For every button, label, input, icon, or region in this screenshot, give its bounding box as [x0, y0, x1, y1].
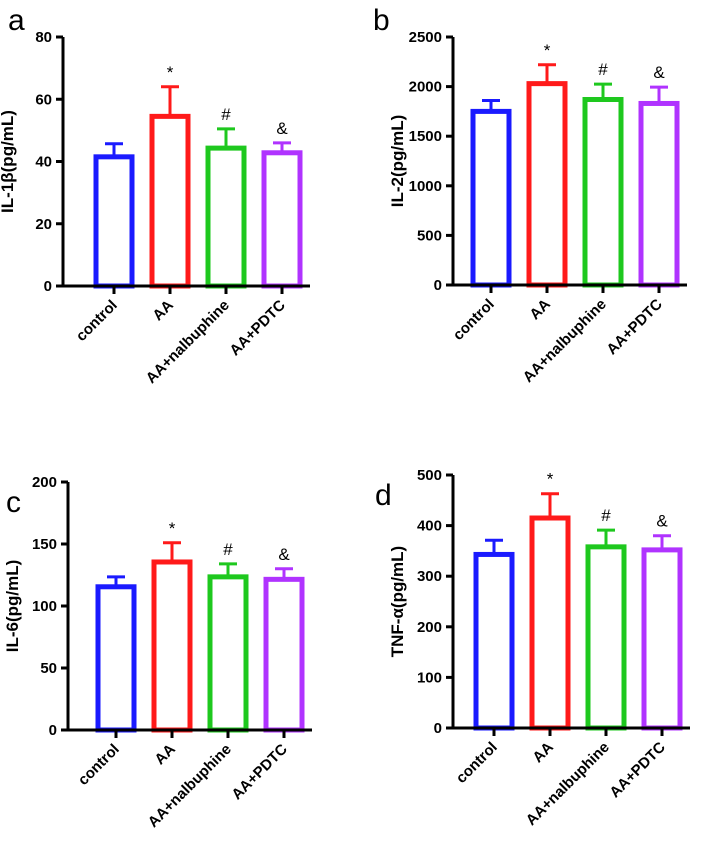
x-tick-label: AA — [151, 741, 178, 768]
significance-mark: & — [656, 512, 668, 531]
y-tick-label: 0 — [434, 720, 442, 737]
y-tick-label: 0 — [434, 277, 442, 294]
y-tick-label: 80 — [35, 29, 52, 46]
y-tick-label: 20 — [35, 216, 52, 233]
y-axis-label: IL-2(pg/mL) — [388, 115, 407, 208]
x-tick-label: AA+PDTC — [226, 297, 289, 360]
y-tick-label: 2000 — [409, 79, 442, 96]
x-tick-label: control — [75, 741, 123, 789]
significance-mark: & — [278, 545, 290, 564]
significance-mark: & — [276, 119, 288, 138]
y-tick-label: 300 — [417, 568, 442, 585]
y-tick-label: 400 — [417, 518, 442, 535]
y-axis-label: IL-1β(pg/mL) — [0, 110, 17, 213]
y-tick-label: 500 — [417, 227, 442, 244]
significance-mark: # — [223, 540, 233, 559]
bar-aa — [529, 515, 571, 731]
y-tick-label: 200 — [417, 619, 442, 636]
y-tick-label: 150 — [32, 536, 57, 553]
bar-aa-nalbuphine — [585, 544, 627, 731]
y-tick-label: 1000 — [409, 178, 442, 195]
bar-control — [473, 551, 515, 731]
significance-mark: # — [221, 105, 231, 124]
panel-letter: b — [373, 4, 390, 37]
panel-letter: c — [6, 486, 21, 519]
y-tick-label: 40 — [35, 154, 52, 171]
significance-mark: # — [601, 506, 611, 525]
significance-mark: # — [598, 60, 608, 79]
y-tick-label: 500 — [417, 467, 442, 484]
significance-mark: * — [169, 519, 176, 538]
x-tick-label: control — [450, 296, 498, 344]
bar-aa — [149, 113, 191, 289]
bar-aa-nalbuphine — [207, 574, 249, 733]
x-tick-label: AA — [149, 297, 176, 324]
x-tick-label: AA — [526, 296, 553, 323]
x-tick-label: AA+PDTC — [606, 739, 669, 802]
bar-aa-pdtc — [261, 150, 303, 289]
y-tick-label: 100 — [32, 598, 57, 615]
y-axis-label: TNF-α(pg/mL) — [388, 546, 407, 657]
bar-aa-nalbuphine — [205, 145, 247, 289]
y-tick-label: 60 — [35, 91, 52, 108]
y-tick-label: 50 — [40, 660, 57, 677]
significance-mark: & — [653, 63, 665, 82]
x-tick-label: AA+PDTC — [603, 296, 666, 359]
y-tick-label: 100 — [417, 669, 442, 686]
bar-aa — [151, 559, 193, 733]
y-tick-label: 0 — [44, 278, 52, 295]
significance-mark: * — [547, 470, 554, 489]
x-tick-label: AA — [529, 739, 556, 766]
y-axis-label: IL-6(pg/mL) — [3, 560, 22, 653]
panel-letter: a — [8, 4, 25, 37]
x-tick-label: control — [73, 297, 121, 345]
bar-aa-pdtc — [263, 576, 305, 733]
bar-aa-nalbuphine — [582, 96, 624, 288]
significance-mark: * — [167, 63, 174, 82]
x-tick-label: AA+PDTC — [228, 741, 291, 804]
y-tick-label: 1500 — [409, 128, 442, 145]
x-tick-label: control — [453, 739, 501, 787]
bar-control — [95, 584, 137, 733]
bar-aa — [526, 81, 568, 288]
bar-aa-pdtc — [638, 100, 680, 288]
bar-aa-pdtc — [641, 547, 683, 731]
chart-panel-d: d TNF-α(pg/mL) * # & 0 100 200 300 400 500 control A… — [375, 467, 690, 829]
y-tick-label: 2500 — [409, 29, 442, 46]
y-tick-label: 0 — [49, 722, 57, 739]
bar-control — [93, 154, 135, 289]
significance-mark: * — [544, 41, 551, 60]
y-tick-label: 200 — [32, 474, 57, 491]
panel-letter: d — [375, 479, 392, 512]
bar-control — [470, 108, 512, 288]
chart-panel-b: b IL-2(pg/mL) * # & 0 500 1000 1500 2000 2500 contr… — [373, 4, 687, 386]
